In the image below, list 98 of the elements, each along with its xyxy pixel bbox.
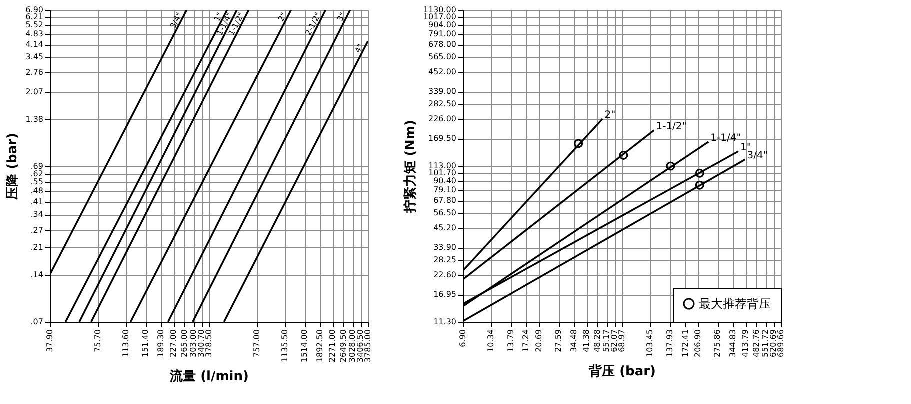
legend-label: 最大推荐背压 xyxy=(699,297,771,311)
x-tick-label: 689.66 xyxy=(776,330,786,358)
x-tick-label: 757.00 xyxy=(252,330,262,358)
y-tick-label: 90.40 xyxy=(434,176,456,186)
y-tick-label: 67.80 xyxy=(434,196,456,206)
y-tick-label: 45.20 xyxy=(434,224,456,233)
x-tick-label: 551.72 xyxy=(761,330,770,358)
x-tick-label: 48.28 xyxy=(592,330,602,352)
x-tick-label: 3406.50 xyxy=(356,330,366,363)
x-tick-label: 3028.00 xyxy=(348,330,358,363)
x-tick-label: 55.17 xyxy=(602,330,612,352)
x-tick-label: 68.97 xyxy=(617,330,626,352)
y-tick-label: 113.00 xyxy=(428,162,456,170)
y-tick-label: 452.00 xyxy=(428,68,456,77)
x-tick-label: 303.00 xyxy=(189,330,198,358)
y-tick-label: .55 xyxy=(30,177,44,186)
text: 2-1/2" xyxy=(304,11,324,38)
x-tick-label: 27.59 xyxy=(554,330,564,352)
series-label: 3/4" xyxy=(747,150,768,162)
x-tick-label: 3785.00 xyxy=(364,330,372,363)
y-tick-label: 16.95 xyxy=(434,290,456,300)
y-tick-label: 5.52 xyxy=(26,20,44,30)
series-label: 2" xyxy=(604,110,616,122)
y-tick-label: 6.90 xyxy=(26,6,44,14)
y-tick-label: 33.90 xyxy=(434,243,456,252)
y-tick-label: 79.10 xyxy=(434,186,456,195)
x-tick-label: 172.41 xyxy=(680,330,690,358)
y-tick-label: 2.07 xyxy=(26,87,44,96)
y-tick-label: .41 xyxy=(30,197,44,206)
y-tick-label: 339.00 xyxy=(428,87,456,96)
y-tick-label: 4.83 xyxy=(26,30,44,39)
x-tick-label: 227.00 xyxy=(169,330,178,358)
x-tick-label: 75.70 xyxy=(93,330,102,352)
x-tick-label: 189.30 xyxy=(156,330,166,358)
x-axis-title: 流量 (l/min) xyxy=(169,368,249,385)
x-axis-title: 背压 (bar) xyxy=(588,363,656,380)
y-tick-label: 226.00 xyxy=(428,114,456,124)
x-tick-label: 151.40 xyxy=(141,330,150,358)
y-tick-label: .34 xyxy=(30,210,44,220)
x-tick-label: 1135.50 xyxy=(280,330,290,363)
y-tick-label: 791.00 xyxy=(428,30,456,39)
y-tick-label: 4.14 xyxy=(26,40,44,50)
y-tick-label: 282.50 xyxy=(428,99,456,108)
y-tick-label: 22.60 xyxy=(434,270,456,280)
y-tick-label: 101.70 xyxy=(428,168,456,178)
x-tick-label: 17.24 xyxy=(522,330,531,352)
text: 2" xyxy=(276,11,289,24)
y-tick-label: .69 xyxy=(30,162,44,171)
y-tick-label: 1017.00 xyxy=(423,12,456,22)
y-tick-label: .07 xyxy=(30,318,44,326)
x-tick-label: 113.60 xyxy=(121,330,130,358)
y-tick-label: 169.50 xyxy=(428,134,456,144)
x-tick-label: 482.76 xyxy=(752,330,761,358)
y-tick-label: 2.76 xyxy=(26,68,44,77)
y-tick-label: 6.21 xyxy=(26,12,44,22)
x-tick-label: 265.00 xyxy=(180,330,189,358)
y-tick-label: 565.00 xyxy=(428,52,456,62)
y-tick-label: .14 xyxy=(30,270,44,280)
x-tick-label: 206.90 xyxy=(693,330,702,358)
x-tick-label: 620.69 xyxy=(769,330,778,358)
x-tick-label: 62.07 xyxy=(610,330,620,352)
y-tick-label: 56.50 xyxy=(434,208,456,218)
x-tick-label: 37.90 xyxy=(46,330,54,352)
text: 3" xyxy=(336,11,348,24)
y-tick-label: 3.45 xyxy=(26,52,44,62)
x-tick-label: 378.50 xyxy=(204,330,214,358)
y-tick-label: 678.00 xyxy=(428,40,456,50)
text: 4" xyxy=(353,42,366,55)
x-tick-label: 13.79 xyxy=(506,330,516,352)
x-tick-label: 340.70 xyxy=(197,330,206,358)
y-axis-title: 拧紧力矩 (Nm) xyxy=(402,120,418,214)
y-tick-label: 1.38 xyxy=(26,114,44,124)
y-axis-title: 压降 (bar) xyxy=(6,133,21,201)
y-tick-label: .48 xyxy=(30,186,44,196)
x-tick-label: 344.83 xyxy=(728,330,738,358)
x-tick-label: 413.79 xyxy=(741,330,750,358)
y-tick-label: 11.30 xyxy=(434,318,456,326)
x-tick-label: 10.34 xyxy=(486,330,496,352)
x-tick-label: 275.86 xyxy=(713,330,722,358)
series-label: 1-1/2" xyxy=(656,121,687,132)
y-tick-label: .62 xyxy=(30,169,44,178)
y-tick-label: .21 xyxy=(30,242,44,252)
y-tick-label: 1130.00 xyxy=(423,6,456,14)
x-tick-label: 34.48 xyxy=(570,330,579,352)
x-tick-label: 20.69 xyxy=(534,330,544,352)
text: 3/4" xyxy=(168,11,184,30)
x-tick-label: 6.90 xyxy=(458,330,468,348)
x-tick-label: 41.38 xyxy=(582,330,592,352)
x-tick-label: 2649.50 xyxy=(338,330,348,363)
x-tick-label: 2271.00 xyxy=(328,330,338,363)
y-tick-label: 904.00 xyxy=(428,20,456,30)
x-tick-label: 1514.00 xyxy=(300,330,310,363)
series-label: 1-1/4" xyxy=(710,133,742,144)
x-tick-label: 137.93 xyxy=(665,330,674,358)
y-tick-label: 28.25 xyxy=(434,255,456,264)
x-tick-label: 1892.50 xyxy=(316,330,325,363)
y-tick-label: .27 xyxy=(30,226,44,235)
x-tick-label: 103.45 xyxy=(645,330,654,358)
